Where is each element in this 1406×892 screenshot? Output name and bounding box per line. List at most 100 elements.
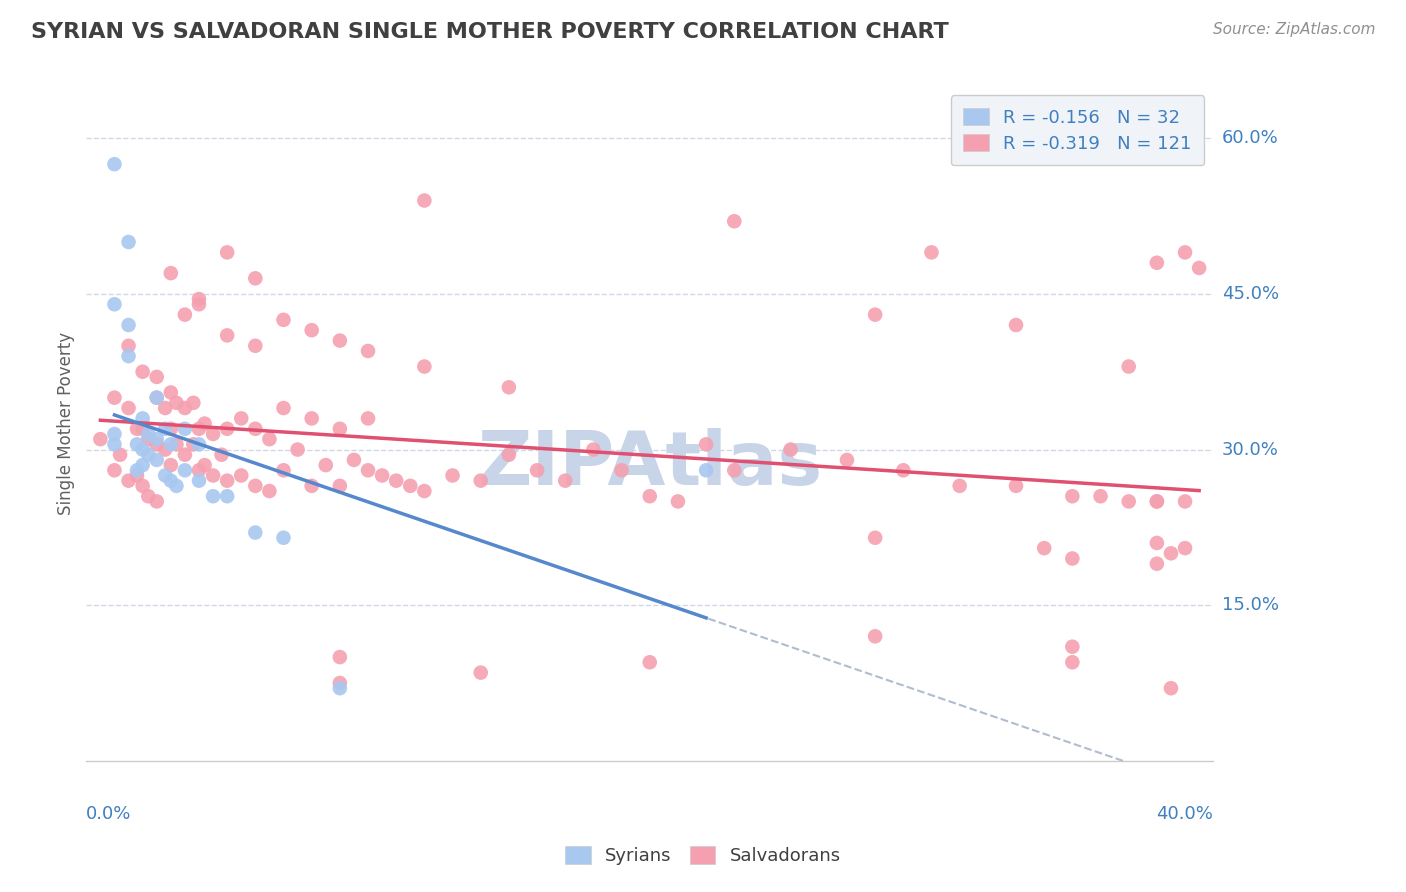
Point xyxy=(329,676,352,690)
Point xyxy=(329,650,352,665)
Text: Source: ZipAtlas.com: Source: ZipAtlas.com xyxy=(1212,22,1375,37)
Point xyxy=(554,474,576,488)
Point xyxy=(136,432,159,446)
Point xyxy=(125,463,148,477)
Point xyxy=(949,479,972,493)
Point xyxy=(329,334,352,348)
Point xyxy=(1146,494,1168,508)
Point xyxy=(1062,640,1084,654)
Point xyxy=(329,479,352,493)
Point xyxy=(117,401,139,415)
Point xyxy=(1160,681,1182,696)
Point xyxy=(329,422,352,436)
Point xyxy=(1174,541,1197,555)
Point xyxy=(723,463,745,477)
Point xyxy=(165,479,187,493)
Point xyxy=(165,396,187,410)
Point xyxy=(183,396,205,410)
Point xyxy=(174,422,197,436)
Point xyxy=(217,422,239,436)
Point xyxy=(202,427,225,442)
Point xyxy=(723,214,745,228)
Point xyxy=(441,468,464,483)
Point xyxy=(695,437,717,451)
Point xyxy=(159,422,181,436)
Point xyxy=(413,359,436,374)
Point xyxy=(863,531,886,545)
Point xyxy=(188,437,211,451)
Point xyxy=(217,489,239,503)
Point xyxy=(1146,256,1168,270)
Point xyxy=(245,422,267,436)
Point xyxy=(103,427,125,442)
Point xyxy=(125,468,148,483)
Point xyxy=(188,422,211,436)
Point xyxy=(159,474,181,488)
Text: 60.0%: 60.0% xyxy=(1222,129,1278,147)
Point xyxy=(131,411,153,425)
Point xyxy=(245,479,267,493)
Point xyxy=(188,292,211,306)
Point xyxy=(371,468,394,483)
Point xyxy=(153,422,176,436)
Point xyxy=(217,245,239,260)
Point xyxy=(131,442,153,457)
Text: 45.0%: 45.0% xyxy=(1222,285,1279,303)
Text: ZIPAtlas: ZIPAtlas xyxy=(477,427,823,500)
Point xyxy=(131,458,153,472)
Point xyxy=(1174,245,1197,260)
Point xyxy=(315,458,337,472)
Point xyxy=(103,297,125,311)
Point xyxy=(863,308,886,322)
Point xyxy=(89,432,111,446)
Point xyxy=(498,380,520,394)
Point xyxy=(329,681,352,696)
Point xyxy=(301,323,323,337)
Legend: Syrians, Salvadorans: Syrians, Salvadorans xyxy=(557,838,849,874)
Point xyxy=(211,448,233,462)
Point xyxy=(413,194,436,208)
Point xyxy=(174,448,197,462)
Point xyxy=(610,463,633,477)
Point xyxy=(159,266,181,280)
Text: SYRIAN VS SALVADORAN SINGLE MOTHER POVERTY CORRELATION CHART: SYRIAN VS SALVADORAN SINGLE MOTHER POVER… xyxy=(31,22,949,42)
Point xyxy=(287,442,309,457)
Point xyxy=(1160,546,1182,560)
Point xyxy=(1146,557,1168,571)
Point xyxy=(301,411,323,425)
Point xyxy=(108,448,131,462)
Point xyxy=(231,468,253,483)
Point xyxy=(231,411,253,425)
Point xyxy=(153,401,176,415)
Point xyxy=(259,432,281,446)
Point xyxy=(131,479,153,493)
Point xyxy=(245,271,267,285)
Point xyxy=(131,365,153,379)
Point xyxy=(103,463,125,477)
Point xyxy=(159,385,181,400)
Point xyxy=(165,437,187,451)
Point xyxy=(145,370,167,384)
Point xyxy=(273,531,295,545)
Point xyxy=(273,401,295,415)
Point xyxy=(131,422,153,436)
Point xyxy=(153,442,176,457)
Point xyxy=(125,422,148,436)
Point xyxy=(863,629,886,643)
Point xyxy=(357,343,380,358)
Point xyxy=(194,417,217,431)
Point xyxy=(145,453,167,467)
Point xyxy=(259,483,281,498)
Point xyxy=(202,489,225,503)
Point xyxy=(103,437,125,451)
Point xyxy=(188,297,211,311)
Point xyxy=(245,339,267,353)
Point xyxy=(1062,655,1084,669)
Point xyxy=(217,328,239,343)
Point xyxy=(470,665,492,680)
Point xyxy=(582,442,605,457)
Point xyxy=(117,339,139,353)
Point xyxy=(125,437,148,451)
Point xyxy=(301,479,323,493)
Text: 30.0%: 30.0% xyxy=(1222,441,1278,458)
